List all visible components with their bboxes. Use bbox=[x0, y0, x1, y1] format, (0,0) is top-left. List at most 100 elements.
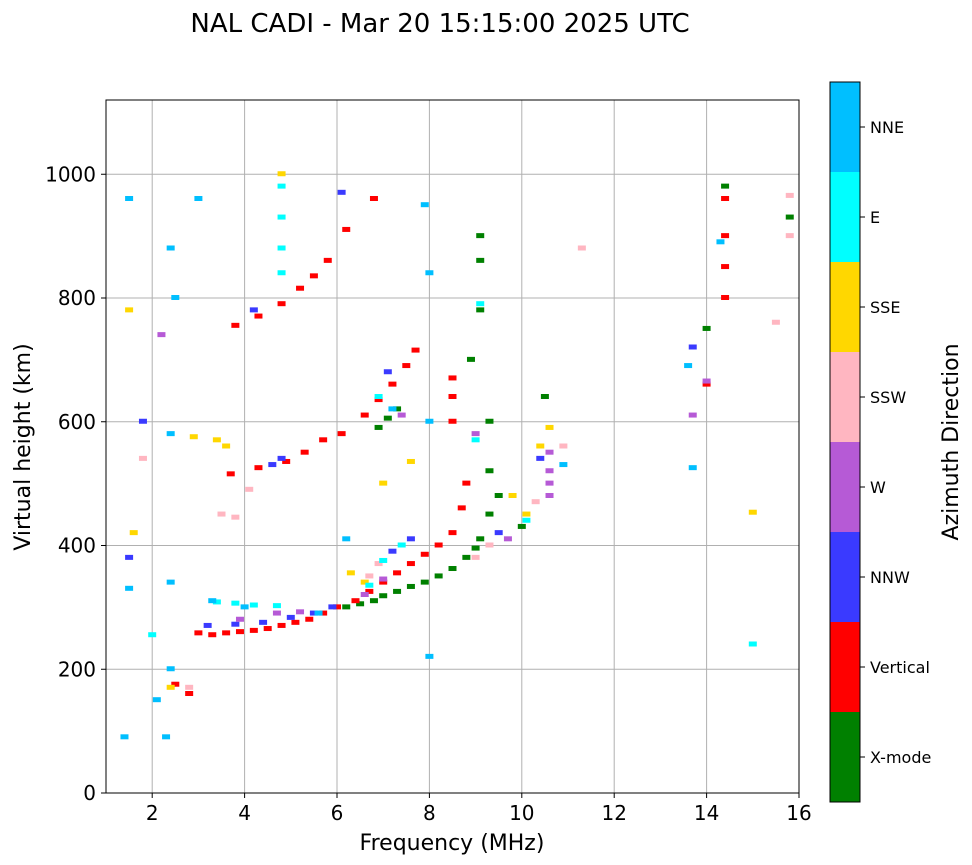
y-tick-label: 0 bbox=[83, 781, 96, 805]
data-point bbox=[383, 369, 392, 375]
data-point bbox=[272, 603, 281, 609]
data-point bbox=[448, 418, 457, 424]
data-point bbox=[356, 601, 365, 607]
data-point bbox=[162, 734, 171, 740]
data-point bbox=[388, 406, 397, 412]
data-point bbox=[471, 545, 480, 551]
data-point bbox=[277, 183, 286, 189]
data-point bbox=[393, 570, 402, 576]
series-sse bbox=[125, 171, 757, 690]
colorbar-tick-label: NNE bbox=[870, 118, 904, 137]
data-point bbox=[508, 493, 517, 498]
data-point bbox=[138, 455, 147, 461]
data-point bbox=[545, 468, 554, 474]
data-point bbox=[185, 684, 194, 690]
data-point bbox=[342, 226, 351, 232]
data-point bbox=[457, 505, 466, 511]
data-point bbox=[476, 257, 485, 263]
data-point bbox=[406, 583, 415, 589]
data-point bbox=[212, 599, 221, 605]
data-point bbox=[406, 536, 415, 542]
data-point bbox=[748, 641, 757, 647]
x-axis-label: Frequency (MHz) bbox=[360, 831, 545, 856]
x-tick-label: 12 bbox=[601, 801, 626, 825]
data-point bbox=[203, 622, 212, 628]
data-point bbox=[369, 196, 378, 201]
x-tick-label: 16 bbox=[786, 801, 811, 825]
data-point bbox=[314, 610, 323, 616]
data-point bbox=[374, 394, 383, 399]
data-point bbox=[688, 412, 697, 418]
data-point bbox=[721, 183, 730, 189]
data-point bbox=[351, 598, 360, 604]
data-point bbox=[212, 437, 221, 443]
data-point bbox=[226, 471, 235, 477]
data-point bbox=[425, 653, 434, 659]
colorbar-segment bbox=[830, 442, 860, 532]
y-tick-label: 600 bbox=[58, 410, 96, 434]
data-point bbox=[411, 347, 420, 353]
y-tick-label: 400 bbox=[58, 534, 96, 558]
data-point bbox=[397, 542, 406, 548]
data-point bbox=[420, 551, 429, 557]
colorbar-tick-label: NNW bbox=[870, 568, 910, 587]
data-point bbox=[328, 604, 337, 610]
data-point bbox=[536, 443, 545, 449]
series-e bbox=[148, 183, 757, 647]
x-tick-label: 8 bbox=[423, 801, 436, 825]
data-point bbox=[231, 600, 240, 606]
data-point bbox=[536, 455, 545, 461]
y-tick-label: 800 bbox=[58, 286, 96, 310]
data-point bbox=[393, 588, 402, 594]
data-point bbox=[476, 536, 485, 542]
data-point bbox=[245, 486, 254, 492]
data-point bbox=[342, 604, 351, 610]
data-point bbox=[448, 375, 457, 381]
data-point bbox=[231, 322, 240, 328]
data-point bbox=[374, 561, 383, 567]
data-point bbox=[249, 602, 258, 608]
data-point bbox=[217, 511, 226, 517]
data-point bbox=[305, 616, 314, 622]
data-point bbox=[222, 630, 231, 636]
data-point bbox=[369, 598, 378, 604]
data-point bbox=[166, 666, 175, 672]
data-point bbox=[125, 196, 134, 201]
data-point bbox=[434, 542, 443, 548]
data-point bbox=[485, 511, 494, 517]
data-point bbox=[171, 681, 180, 687]
data-point bbox=[277, 455, 286, 461]
data-point bbox=[425, 418, 434, 424]
data-point bbox=[166, 245, 175, 251]
colorbar-segment bbox=[830, 262, 860, 352]
colorbar-frame bbox=[829, 81, 861, 803]
data-point bbox=[125, 554, 134, 560]
data-point bbox=[300, 449, 309, 455]
x-tick-label: 10 bbox=[509, 801, 534, 825]
data-point bbox=[559, 443, 568, 449]
colorbar-tick-label: SSE bbox=[870, 298, 900, 317]
data-point bbox=[296, 285, 305, 291]
data-point bbox=[702, 378, 711, 384]
data-point bbox=[277, 214, 286, 220]
colorbar-segment bbox=[830, 532, 860, 622]
data-point bbox=[494, 493, 503, 498]
data-point bbox=[462, 554, 471, 560]
data-point bbox=[471, 554, 480, 560]
data-point bbox=[254, 313, 263, 319]
data-point bbox=[254, 465, 263, 471]
colorbar-segment bbox=[830, 172, 860, 262]
data-point bbox=[545, 493, 554, 498]
data-point bbox=[365, 573, 374, 579]
data-point bbox=[397, 412, 406, 418]
data-point bbox=[120, 734, 129, 740]
data-point bbox=[785, 192, 794, 198]
colorbar-segment bbox=[830, 352, 860, 442]
grid-lines bbox=[106, 100, 800, 794]
y-tick-label: 1000 bbox=[45, 162, 96, 186]
data-point bbox=[360, 592, 369, 597]
data-point bbox=[785, 233, 794, 239]
data-point bbox=[522, 511, 531, 517]
data-point bbox=[688, 465, 697, 471]
